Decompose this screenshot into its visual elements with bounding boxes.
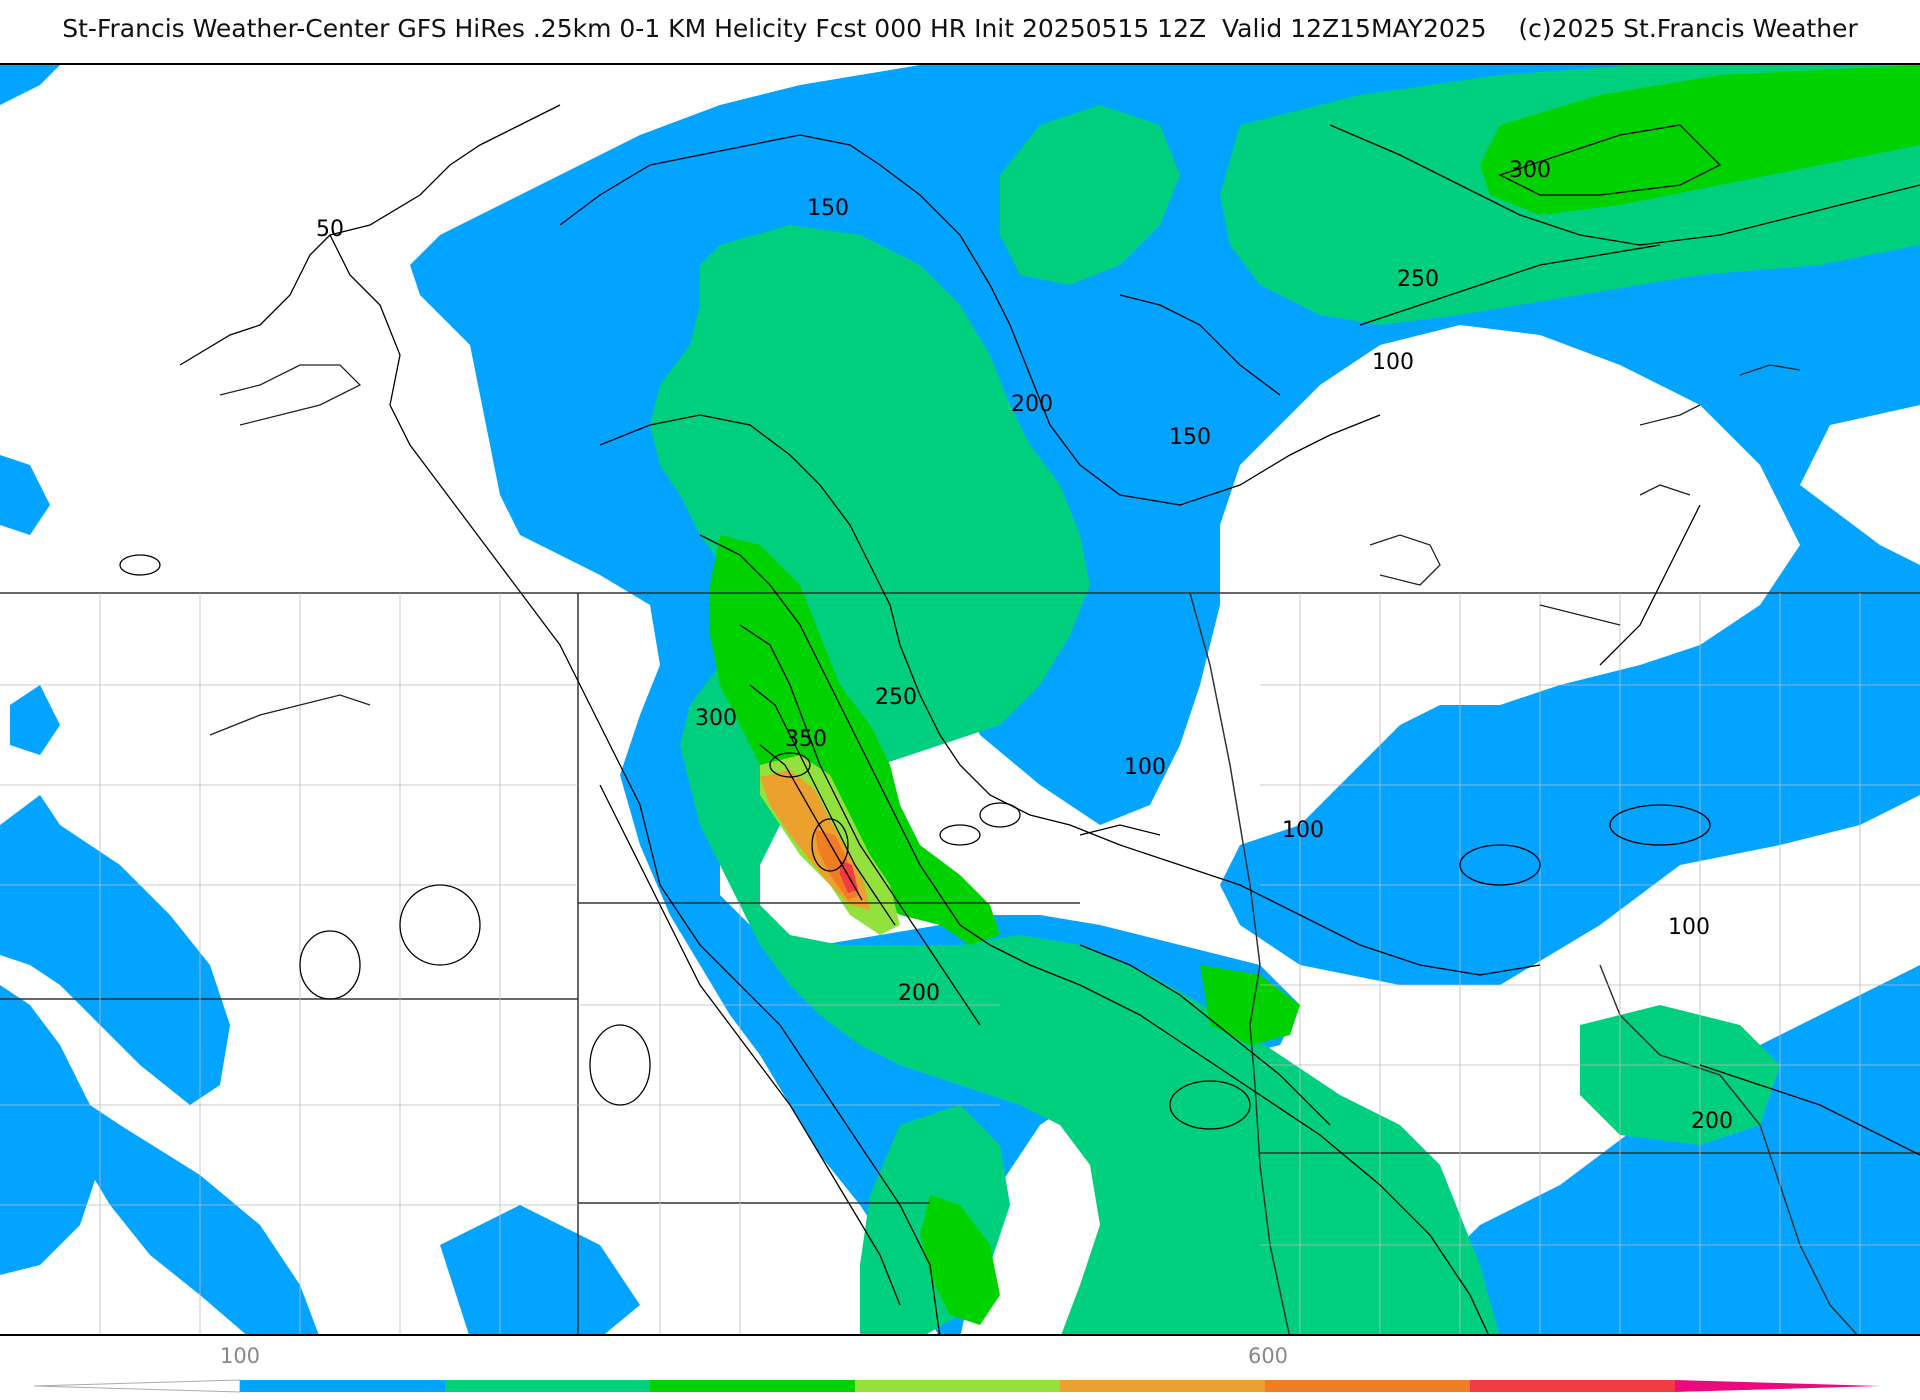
contour-label: 100 xyxy=(1282,818,1324,843)
state-boundaries xyxy=(0,592,1920,1334)
colorbar-swatch xyxy=(650,1380,855,1392)
contour-label: 50 xyxy=(316,217,344,242)
colorbar-tick-label: 100 xyxy=(219,1344,261,1368)
contour-label: 100 xyxy=(1372,350,1414,375)
lakes-and-rivers xyxy=(209,364,1801,736)
contour-label: 350 xyxy=(785,727,827,752)
colorbar-swatch xyxy=(855,1380,1060,1392)
colorbar-swatch xyxy=(445,1380,650,1392)
contour-label: 250 xyxy=(1397,267,1439,292)
contour-label: 250 xyxy=(875,685,917,710)
colorbar-swatch xyxy=(1060,1380,1265,1392)
colorbar-strip xyxy=(33,1379,1880,1393)
county-lines xyxy=(0,593,1920,1334)
contour-label: 300 xyxy=(695,706,737,731)
contour-label: 100 xyxy=(1668,915,1710,940)
colorbar-swatch xyxy=(1265,1380,1470,1392)
helicity-fill-200 xyxy=(710,65,1920,1325)
contour-label: 150 xyxy=(1169,425,1211,450)
colorbar-under-arrow xyxy=(33,1379,241,1393)
contour-label: 300 xyxy=(1509,158,1551,183)
colorbar-swatch xyxy=(1675,1380,1880,1392)
contour-labels: 50 150 200 150 100 250 300 300 350 250 1… xyxy=(316,158,1733,1134)
colorbar-tick-label: 600 xyxy=(1247,1344,1289,1368)
contour-label: 200 xyxy=(898,981,940,1006)
helicity-contours xyxy=(119,104,1920,1334)
contour-label: 200 xyxy=(1691,1109,1733,1134)
contour-label: 100 xyxy=(1124,755,1166,780)
contour-label: 150 xyxy=(807,196,849,221)
colorbar-swatch xyxy=(240,1380,445,1392)
map-title: St-Francis Weather-Center GFS HiRes .25k… xyxy=(62,14,1858,43)
contour-label: 200 xyxy=(1011,392,1053,417)
color-legend: 100 600 xyxy=(0,1336,1920,1400)
colorbar-swatch xyxy=(1470,1380,1675,1392)
helicity-map: 50 150 200 150 100 250 300 300 350 250 1… xyxy=(0,63,1920,1336)
colorbar-swatches xyxy=(240,1380,1880,1392)
